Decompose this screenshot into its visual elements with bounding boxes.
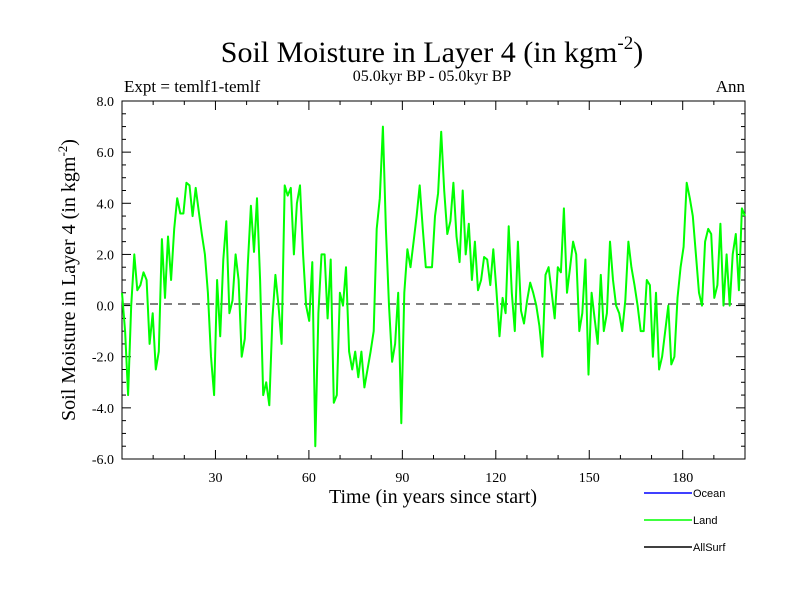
- y-axis-label: Soil Moisture in Layer 4 (in kgm-2): [55, 139, 80, 421]
- y-tick-label: 4.0: [97, 197, 115, 212]
- legend-label-ocean: Ocean: [693, 488, 725, 500]
- x-tick-label: 90: [395, 471, 409, 486]
- x-axis-label: Time (in years since start): [329, 486, 537, 508]
- chart-subtitle: 05.0kyr BP - 05.0kyr BP: [353, 68, 512, 85]
- season-label: Ann: [716, 77, 746, 96]
- legend-label-allsurf: AllSurf: [693, 542, 726, 554]
- legend: Ocean Land AllSurf: [644, 488, 726, 554]
- axis-tick-labels: -6.0 -4.0 -2.0 0.0 2.0 4.0 6.0 8.0 30 60 90 120 150 1…: [92, 95, 693, 486]
- series-line-land: [121, 125, 746, 448]
- plot-frame: [121, 100, 746, 460]
- x-tick-label: 180: [672, 471, 693, 486]
- legend-label-land: Land: [693, 515, 717, 527]
- y-tick-label: 0.0: [97, 300, 115, 315]
- y-tick-label: 2.0: [97, 248, 115, 263]
- y-tick-label: -2.0: [92, 351, 114, 366]
- x-tick-label: 120: [485, 471, 506, 486]
- series-group: [121, 125, 746, 448]
- y-tick-label: -4.0: [92, 402, 114, 417]
- x-tick-label: 150: [579, 471, 600, 486]
- experiment-label: Expt = temlf1-temlf: [124, 77, 260, 96]
- y-tick-label: 6.0: [97, 146, 115, 161]
- x-tick-label: 60: [302, 471, 316, 486]
- chart-title: Soil Moisture in Layer 4 (in kgm-2): [221, 33, 643, 69]
- x-tick-label: 30: [208, 471, 222, 486]
- y-tick-label: 8.0: [97, 95, 115, 110]
- axis-ticks: [122, 100, 745, 460]
- y-tick-label: -6.0: [92, 453, 114, 468]
